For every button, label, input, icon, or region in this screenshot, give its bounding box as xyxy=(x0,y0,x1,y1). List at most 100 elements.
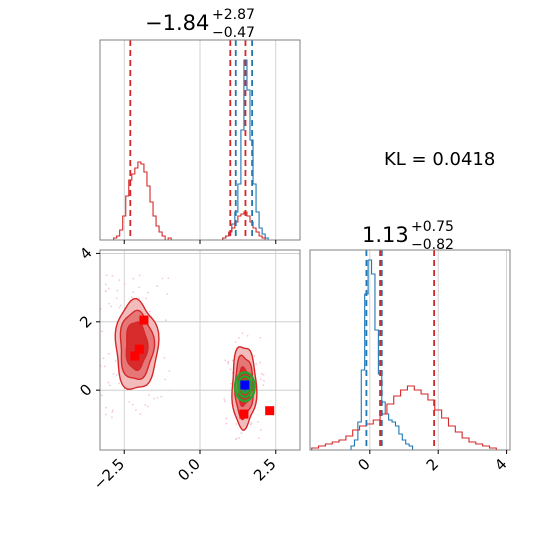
sample-point xyxy=(168,369,171,372)
sample-point xyxy=(111,275,114,277)
sample-point xyxy=(132,277,135,280)
sample-point xyxy=(227,361,230,364)
sample-point xyxy=(107,287,110,290)
sample-point xyxy=(156,397,159,399)
sample-point xyxy=(118,306,121,309)
marker-blue-0 xyxy=(240,380,250,390)
sample-point xyxy=(246,335,249,337)
sample-point xyxy=(241,332,244,334)
sample-point xyxy=(144,404,147,407)
sample-point xyxy=(235,437,238,440)
sample-point xyxy=(225,417,228,420)
sample-point xyxy=(115,374,118,376)
sample-point xyxy=(107,381,110,384)
sample-point xyxy=(263,379,265,382)
marker-red-2 xyxy=(130,351,140,361)
contour-green-1 xyxy=(236,375,253,399)
sample-point xyxy=(138,297,140,300)
sample-point xyxy=(164,378,167,381)
sample-point xyxy=(116,289,119,292)
sample-point xyxy=(238,437,241,439)
sample-point xyxy=(135,409,137,411)
x-tick-label: 0 xyxy=(354,455,373,474)
marker-red-0 xyxy=(139,315,149,325)
sample-point xyxy=(235,423,238,425)
sample-point xyxy=(110,305,113,308)
sample-point xyxy=(107,352,110,355)
marker-red-1 xyxy=(134,344,144,354)
sample-point xyxy=(231,359,234,362)
sample-point xyxy=(147,291,149,294)
sample-point xyxy=(229,368,232,371)
sample-point xyxy=(139,413,142,415)
sample-point xyxy=(165,319,167,322)
param-2-title-upper: +0.75 xyxy=(411,219,454,235)
sample-point xyxy=(118,382,121,385)
sample-point xyxy=(168,389,171,392)
sample-point xyxy=(112,372,115,375)
sample-point xyxy=(259,378,262,381)
sample-point xyxy=(138,286,141,289)
hist-series-1 xyxy=(113,161,266,240)
sample-point xyxy=(115,297,118,300)
sample-point xyxy=(146,405,149,408)
sample-point xyxy=(104,290,107,292)
sample-point xyxy=(104,283,107,286)
sample-point xyxy=(131,296,133,299)
sample-point xyxy=(108,384,111,387)
joint-panel: −2.5 0.0 2.5 0 2 4 xyxy=(76,244,301,493)
sample-point xyxy=(253,354,256,357)
marker-red-4 xyxy=(239,409,249,419)
param-1-title-upper: +2.87 xyxy=(212,7,255,23)
sample-point xyxy=(128,400,131,403)
sample-point xyxy=(223,397,226,400)
sample-point xyxy=(118,279,121,282)
sample-point xyxy=(166,293,169,295)
sample-point xyxy=(111,416,113,419)
x-tick-label: 0.0 xyxy=(174,455,204,485)
hist-series-1 xyxy=(311,385,497,450)
param-1-title: −1.84 xyxy=(145,11,209,35)
sample-point xyxy=(145,297,148,300)
sample-point xyxy=(260,372,263,375)
sample-point xyxy=(161,277,164,280)
sample-point xyxy=(132,291,135,294)
sample-point xyxy=(163,356,166,359)
y-tick-label: 0 xyxy=(76,380,95,399)
sample-point xyxy=(102,357,105,360)
sample-point xyxy=(259,336,262,339)
sample-point xyxy=(240,432,243,435)
marginal-panel-param-1 xyxy=(99,39,301,244)
panel-frame xyxy=(309,249,511,451)
marker-red-3 xyxy=(265,406,275,416)
sample-point xyxy=(167,277,170,280)
sample-point xyxy=(257,421,259,423)
sample-point xyxy=(148,310,151,313)
sample-point xyxy=(105,406,107,409)
sample-point xyxy=(227,362,230,365)
sample-point xyxy=(119,304,122,307)
x-tick-label: 2.5 xyxy=(250,455,280,485)
sample-point xyxy=(111,411,114,414)
contour-green-0 xyxy=(233,371,256,403)
sample-point xyxy=(105,274,108,277)
sample-point xyxy=(101,330,104,333)
sample-point xyxy=(224,359,227,362)
sample-point xyxy=(160,395,163,398)
sample-point xyxy=(103,365,106,368)
sample-point xyxy=(108,302,110,305)
sample-point xyxy=(234,341,237,344)
param-2-title: 1.13 xyxy=(362,223,409,247)
sample-point xyxy=(238,337,240,339)
sample-point xyxy=(138,274,141,277)
sample-point xyxy=(114,360,117,362)
sample-point xyxy=(156,285,159,288)
sample-point xyxy=(153,397,155,400)
sample-point xyxy=(147,393,150,396)
sample-point xyxy=(262,384,265,387)
hist-series-0 xyxy=(350,259,414,450)
param-2-title-lower: −0.82 xyxy=(411,237,454,253)
y-tick-label: 2 xyxy=(76,312,95,331)
sample-point xyxy=(224,400,226,402)
